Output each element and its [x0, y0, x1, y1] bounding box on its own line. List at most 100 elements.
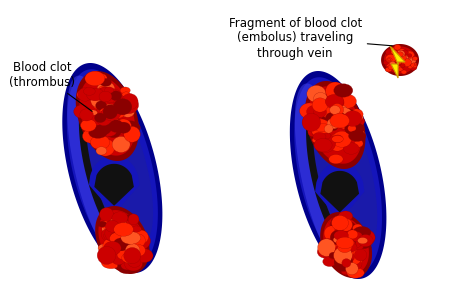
Ellipse shape: [104, 228, 118, 238]
Ellipse shape: [115, 238, 128, 247]
Ellipse shape: [124, 254, 134, 263]
Ellipse shape: [328, 134, 346, 151]
Ellipse shape: [330, 230, 345, 245]
Ellipse shape: [105, 125, 121, 138]
Ellipse shape: [99, 111, 108, 118]
Ellipse shape: [324, 124, 332, 133]
Ellipse shape: [121, 253, 138, 263]
Ellipse shape: [124, 257, 142, 271]
Ellipse shape: [346, 268, 364, 278]
Ellipse shape: [350, 116, 364, 127]
Ellipse shape: [95, 88, 112, 101]
Ellipse shape: [105, 239, 121, 249]
Ellipse shape: [338, 234, 352, 247]
Polygon shape: [313, 96, 376, 254]
Ellipse shape: [394, 59, 401, 65]
Ellipse shape: [313, 107, 326, 118]
Ellipse shape: [115, 119, 131, 132]
Ellipse shape: [349, 109, 362, 120]
Ellipse shape: [336, 231, 353, 242]
Ellipse shape: [405, 57, 415, 64]
Ellipse shape: [351, 253, 364, 262]
Ellipse shape: [330, 140, 343, 148]
Ellipse shape: [385, 60, 395, 68]
Ellipse shape: [83, 117, 100, 130]
Ellipse shape: [122, 94, 138, 110]
Ellipse shape: [101, 106, 121, 121]
Ellipse shape: [327, 240, 344, 253]
Ellipse shape: [125, 244, 140, 256]
Polygon shape: [305, 90, 375, 260]
Ellipse shape: [357, 238, 367, 244]
Ellipse shape: [115, 228, 124, 236]
Ellipse shape: [331, 136, 343, 142]
Ellipse shape: [90, 93, 105, 108]
Ellipse shape: [328, 154, 342, 164]
Ellipse shape: [321, 131, 337, 141]
Ellipse shape: [96, 119, 114, 132]
Ellipse shape: [324, 90, 334, 98]
Ellipse shape: [122, 258, 140, 269]
Ellipse shape: [79, 109, 93, 121]
Ellipse shape: [99, 108, 112, 121]
Ellipse shape: [336, 116, 345, 121]
Ellipse shape: [385, 49, 393, 56]
Ellipse shape: [120, 249, 134, 261]
Ellipse shape: [120, 121, 140, 135]
Polygon shape: [304, 81, 364, 169]
Ellipse shape: [123, 215, 133, 224]
Ellipse shape: [390, 47, 395, 52]
Ellipse shape: [339, 94, 356, 108]
Ellipse shape: [312, 137, 320, 143]
Ellipse shape: [348, 244, 356, 251]
Ellipse shape: [317, 245, 335, 258]
Ellipse shape: [111, 232, 129, 246]
Ellipse shape: [103, 105, 118, 119]
Ellipse shape: [111, 242, 127, 254]
Ellipse shape: [119, 234, 130, 242]
Ellipse shape: [395, 67, 399, 71]
Ellipse shape: [387, 55, 398, 63]
Ellipse shape: [93, 101, 103, 109]
Ellipse shape: [123, 248, 140, 264]
Ellipse shape: [73, 105, 90, 118]
Ellipse shape: [131, 226, 141, 232]
Ellipse shape: [97, 246, 116, 264]
Ellipse shape: [387, 65, 394, 70]
Ellipse shape: [323, 240, 342, 253]
Ellipse shape: [396, 50, 404, 57]
Polygon shape: [389, 46, 404, 78]
Ellipse shape: [117, 260, 133, 274]
Ellipse shape: [327, 110, 341, 123]
Ellipse shape: [335, 119, 345, 128]
Ellipse shape: [113, 119, 122, 125]
Ellipse shape: [132, 234, 145, 247]
Ellipse shape: [110, 220, 127, 233]
Ellipse shape: [338, 109, 355, 124]
Ellipse shape: [105, 225, 123, 242]
Ellipse shape: [345, 249, 361, 265]
Ellipse shape: [118, 107, 129, 117]
Ellipse shape: [326, 135, 341, 150]
Ellipse shape: [127, 233, 145, 249]
Ellipse shape: [410, 63, 416, 68]
Ellipse shape: [322, 133, 330, 139]
Ellipse shape: [111, 104, 125, 118]
Ellipse shape: [330, 110, 342, 118]
Polygon shape: [62, 63, 162, 273]
Ellipse shape: [311, 126, 322, 136]
Ellipse shape: [344, 122, 364, 135]
Ellipse shape: [326, 119, 345, 136]
Ellipse shape: [385, 54, 395, 63]
Ellipse shape: [396, 52, 403, 57]
Polygon shape: [294, 83, 354, 266]
Ellipse shape: [129, 236, 140, 244]
Ellipse shape: [113, 99, 132, 115]
Ellipse shape: [103, 231, 114, 240]
Ellipse shape: [91, 115, 106, 128]
Ellipse shape: [336, 242, 356, 254]
Ellipse shape: [332, 236, 343, 243]
Ellipse shape: [337, 244, 353, 259]
Ellipse shape: [336, 232, 348, 244]
Ellipse shape: [119, 228, 135, 240]
